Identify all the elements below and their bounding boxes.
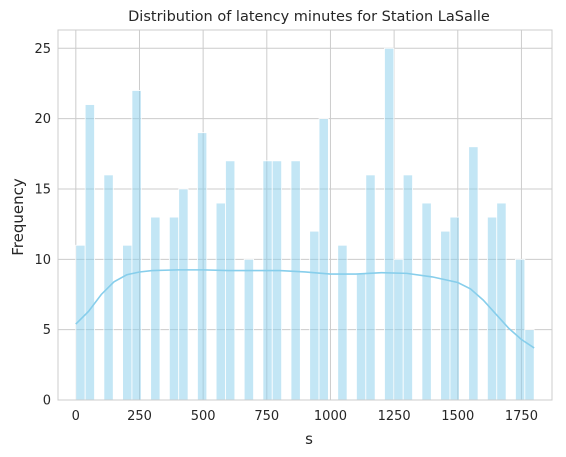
histogram-bar — [421, 202, 432, 401]
x-axis-label: s — [305, 430, 313, 448]
histogram-bar — [197, 132, 208, 401]
x-tick-label: 1250 — [378, 409, 411, 424]
histogram-bar — [309, 230, 320, 401]
x-axis-ticks: 0 250 500 750 1000 1250 1500 1750 — [72, 409, 538, 424]
histogram-bar — [440, 230, 451, 401]
y-axis-ticks: 0 5 10 15 20 25 — [34, 42, 51, 409]
histogram-bar — [486, 216, 498, 401]
histogram-bar — [337, 244, 348, 401]
histogram-bar — [393, 258, 404, 401]
plot-frame — [57, 29, 553, 401]
kde-curve — [75, 269, 535, 349]
histogram-bar — [356, 272, 367, 401]
y-tick-label: 0 — [43, 394, 51, 409]
y-tick-label: 20 — [34, 112, 51, 127]
x-tick-label: 1000 — [314, 409, 347, 424]
y-axis-label: Frequency — [9, 178, 27, 256]
y-tick-label: 15 — [34, 182, 51, 197]
x-tick-label: 500 — [191, 409, 216, 424]
histogram-bar — [243, 258, 254, 401]
histogram-bar — [225, 160, 236, 401]
histogram-bar — [318, 118, 329, 401]
histogram-bar — [150, 216, 161, 401]
chart-title: Distribution of latency minutes for Stat… — [128, 9, 490, 25]
histogram-bar — [271, 160, 283, 401]
histogram-bar — [215, 202, 226, 401]
y-tick-label: 10 — [34, 253, 51, 268]
histogram-bar — [262, 160, 273, 401]
histogram-bar — [515, 258, 526, 401]
histogram-bar — [402, 174, 413, 401]
histogram-bar — [524, 329, 535, 401]
y-tick-label: 25 — [34, 42, 51, 57]
x-tick-label: 1500 — [441, 409, 474, 424]
x-tick-label: 250 — [127, 409, 152, 424]
x-tick-label: 750 — [254, 409, 279, 424]
histogram-bar — [468, 146, 479, 401]
histogram-bar — [496, 202, 507, 401]
x-tick-label: 0 — [72, 409, 80, 424]
histogram-bar — [365, 174, 376, 401]
histogram-bar — [290, 160, 301, 401]
x-tick-label: 1750 — [505, 409, 538, 424]
histogram-bar — [122, 244, 133, 401]
histogram-bar — [168, 216, 180, 401]
y-tick-label: 5 — [43, 323, 51, 338]
histogram-bar — [384, 47, 395, 401]
histogram-bars — [75, 47, 535, 401]
histogram-bar — [131, 90, 142, 401]
histogram-bar — [84, 104, 95, 401]
histogram-bar — [449, 216, 460, 401]
histogram-bar — [178, 188, 189, 401]
